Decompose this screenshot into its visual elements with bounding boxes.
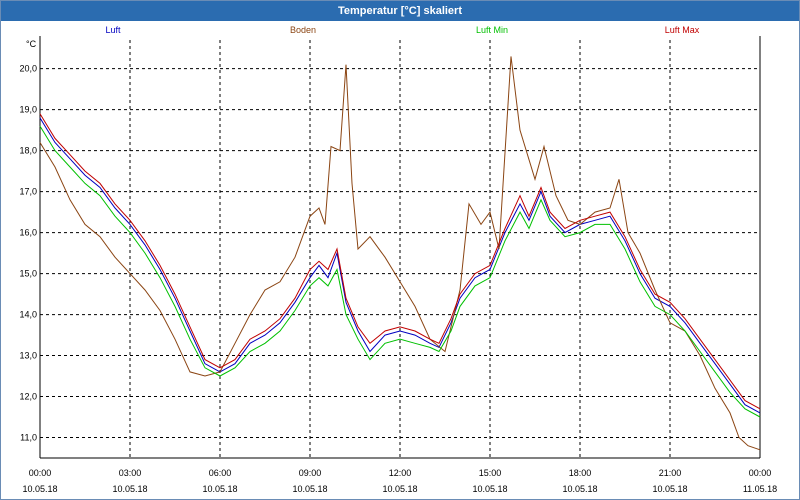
y-tick-label: 13,0 xyxy=(19,351,37,361)
y-tick-label: 12,0 xyxy=(19,392,37,402)
series-line-luft-min xyxy=(39,125,761,418)
legend-label: Luft Max xyxy=(665,25,700,35)
y-tick-label: 19,0 xyxy=(19,105,37,115)
x-tick-time-label: 00:00 xyxy=(749,468,772,478)
x-tick-date-label: 10.05.18 xyxy=(472,484,507,494)
series-line-luft-max xyxy=(39,113,761,410)
window-title: Temperatur [°C] skaliert xyxy=(1,1,799,21)
axes xyxy=(39,36,761,459)
x-tick-date-label: 10.05.18 xyxy=(22,484,57,494)
y-tick-label: 16,0 xyxy=(19,228,37,238)
x-tick-date-label: 10.05.18 xyxy=(562,484,597,494)
x-tick-date-label: 11.05.18 xyxy=(743,484,777,494)
y-tick-label: 20,0 xyxy=(19,64,37,74)
x-tick-time-label: 21:00 xyxy=(659,468,682,478)
x-tick-date-label: 10.05.18 xyxy=(112,484,147,494)
series-line-boden xyxy=(39,56,761,451)
legend-label: Luft Min xyxy=(476,25,508,35)
legend: Luft Boden Luft Min Luft Max xyxy=(105,25,699,35)
x-tick-time-label: 18:00 xyxy=(569,468,592,478)
y-tick-label: 11,0 xyxy=(20,433,37,443)
x-tick-date-label: 10.05.18 xyxy=(292,484,327,494)
x-tick-date-label: 10.05.18 xyxy=(382,484,417,494)
series-line-luft xyxy=(39,117,761,414)
x-tick-date-label: 10.05.18 xyxy=(652,484,687,494)
series-lines xyxy=(39,56,761,451)
x-tick-time-label: 06:00 xyxy=(209,468,232,478)
x-tick-date-label: 10.05.18 xyxy=(202,484,237,494)
x-tick-time-label: 15:00 xyxy=(479,468,502,478)
legend-label: Luft xyxy=(105,25,121,35)
legend-label: Boden xyxy=(290,25,316,35)
y-tick-label: 15,0 xyxy=(19,269,37,279)
x-tick-time-label: 12:00 xyxy=(389,468,412,478)
y-tick-label: 14,0 xyxy=(19,310,37,320)
tick-labels: 11,0 12,0 13,0 14,0 15,0 16,0 17,0 18,0 19,0 20,0… xyxy=(19,64,777,494)
x-tick-time-label: 09:00 xyxy=(299,468,322,478)
x-tick-time-label: 03:00 xyxy=(119,468,142,478)
y-tick-label: 18,0 xyxy=(19,146,37,156)
y-unit-label: °C xyxy=(26,39,37,49)
x-tick-time-label: 00:00 xyxy=(29,468,52,478)
y-tick-label: 17,0 xyxy=(19,187,37,197)
